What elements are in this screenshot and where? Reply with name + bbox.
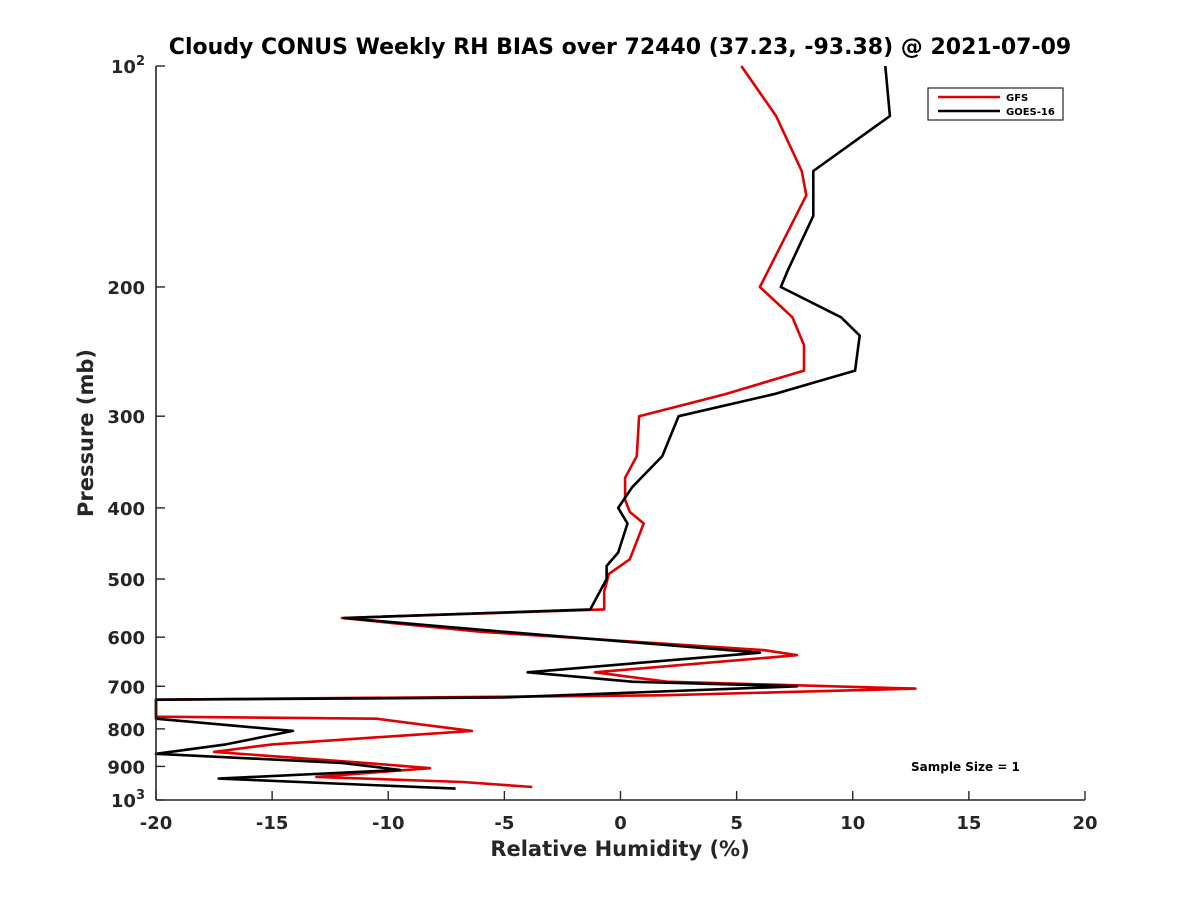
x-tick-label: -15 (256, 813, 289, 834)
y-tick-label: 900 (107, 757, 145, 778)
y-tick-label: 400 (107, 499, 145, 520)
series-line-gfs (154, 65, 917, 789)
y-tick-label: 800 (107, 720, 145, 741)
y-tick-label: 300 (107, 407, 145, 428)
y-tick-label: 102 (111, 54, 145, 78)
sample-size-annotation: Sample Size = 1 (911, 760, 1020, 774)
y-tick-label: 103 (111, 788, 145, 812)
x-tick-label: 10 (840, 813, 865, 834)
x-tick-label: 0 (614, 813, 627, 834)
x-ticks: -20 -15 -10 -5 0 5 10 15 20 (140, 791, 1098, 834)
series-line-goes16 (154, 65, 892, 790)
x-tick-label: -5 (494, 813, 514, 834)
x-tick-label: -10 (372, 813, 405, 834)
y-axis-label: Pressure (mb) (74, 349, 98, 517)
legend: GFS GOES-16 (927, 87, 1064, 121)
y-tick-label: 500 (107, 570, 145, 591)
y-tick-label: 200 (107, 278, 145, 299)
y-ticks: 102 200 300 400 500 600 700 800 900 103 (107, 54, 165, 812)
y-tick-label: 700 (107, 677, 145, 698)
x-tick-label: 20 (1072, 813, 1097, 834)
y-tick-label: 600 (107, 628, 145, 649)
plot-area (154, 65, 917, 790)
legend-label-gfs: GFS (1006, 93, 1028, 104)
x-tick-label: 5 (730, 813, 743, 834)
x-axis-label: Relative Humidity (%) (490, 837, 749, 861)
x-tick-label: 15 (956, 813, 981, 834)
legend-label-goes16: GOES-16 (1006, 107, 1055, 118)
axes (155, 66, 1085, 801)
chart-title: Cloudy CONUS Weekly RH BIAS over 72440 (… (169, 35, 1071, 60)
x-tick-label: -20 (140, 813, 173, 834)
legend-box (927, 87, 1064, 121)
